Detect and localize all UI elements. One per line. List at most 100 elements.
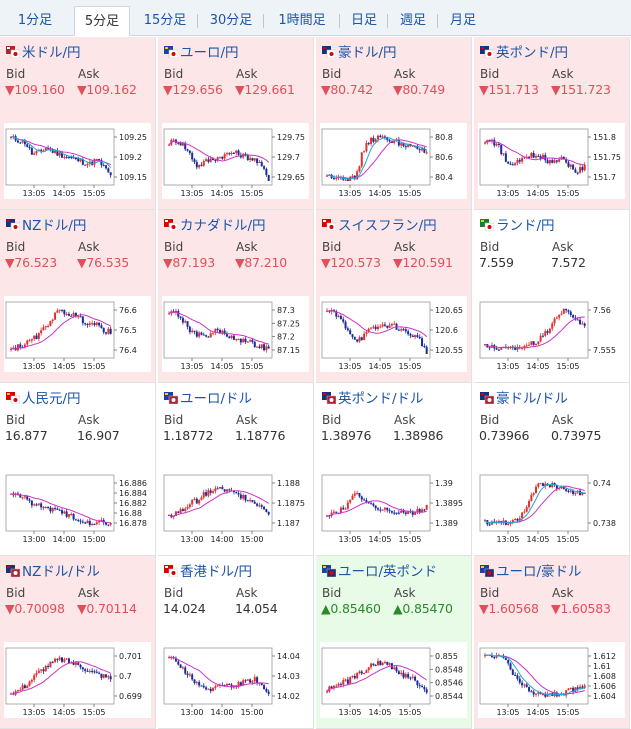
candle-body <box>541 335 544 337</box>
candle-body <box>537 692 540 694</box>
tab-separator <box>387 14 388 28</box>
candle-body <box>514 519 517 521</box>
pair-title-link[interactable]: 香港ドル/円 <box>164 563 252 581</box>
candle-body <box>351 676 354 678</box>
candle-body <box>532 341 535 345</box>
candle-body <box>16 140 19 143</box>
candle-body <box>418 509 421 513</box>
tab-5min[interactable]: 5分足 <box>74 6 130 36</box>
pair-title-link[interactable]: 人民元/円 <box>6 390 81 408</box>
pair-title-link[interactable]: ユーロ/英ポンド <box>322 563 437 581</box>
pair-title-link[interactable]: 豪ドル/円 <box>322 44 397 62</box>
bid-label: Bid <box>322 67 342 81</box>
tab-weekly[interactable]: 週足 <box>399 13 426 28</box>
candle-body <box>242 494 245 499</box>
candle-body <box>363 673 366 675</box>
candle-body <box>232 152 235 154</box>
x-tick-label: 14:05 <box>52 362 75 371</box>
price-chart[interactable]: 129.75 129.7 129.65 13:05 14:05 15:05 <box>162 123 309 199</box>
pair-title-link[interactable]: 米ドル/円 <box>6 44 81 62</box>
candle-body <box>228 336 231 338</box>
candle-body <box>79 316 82 318</box>
pair-title-link[interactable]: 英ポンド/ドル <box>322 390 424 408</box>
ask-price: ▼129.661 <box>235 82 295 97</box>
candle-body <box>388 663 391 665</box>
candle-body <box>407 511 410 514</box>
pair-title-link[interactable]: NZドル/ドル <box>6 563 100 581</box>
candle-body <box>195 682 198 684</box>
tab-1min[interactable]: 1分足 <box>17 13 53 28</box>
candle-body <box>525 345 528 347</box>
pair-title-link[interactable]: ランド/円 <box>480 217 555 235</box>
candle-body <box>244 494 247 501</box>
price-chart[interactable]: 16.886 16.884 16.882 16.88 16.878 13:00 14:00 1… <box>4 469 151 545</box>
eu-au-flag-icon <box>480 564 495 578</box>
x-tick-label: 15:05 <box>556 535 579 544</box>
pair-title-link[interactable]: スイスフラン/円 <box>322 217 437 235</box>
price-chart[interactable]: 151.8 151.75 151.7 13:05 14:05 15:05 <box>478 123 625 199</box>
candle-body <box>400 143 403 146</box>
candlestick-chart-svg: 14.04 14.03 14.02 13:00 14:00 15:00 <box>163 647 300 717</box>
candle-body <box>100 325 103 328</box>
pair-title-link[interactable]: ユーロ/円 <box>164 44 239 62</box>
price-chart[interactable]: 1.188 1.1875 1.187 13:00 14:00 15:00 <box>162 469 309 545</box>
pair-title-link[interactable]: NZドル/円 <box>6 217 86 235</box>
candle-body <box>49 320 52 326</box>
price-chart[interactable]: 1.39 1.3895 1.389 13:05 14:05 15:05 <box>320 469 467 545</box>
y-tick-label: 87.25 <box>277 319 300 328</box>
x-tick-label: 13:05 <box>22 189 45 198</box>
tab-15min[interactable]: 15分足 <box>143 13 187 28</box>
candle-body <box>200 685 203 687</box>
candle-body <box>253 677 256 682</box>
pair-title-link[interactable]: ユーロ/豪ドル <box>480 563 582 581</box>
tab-30min[interactable]: 30分足 <box>209 13 253 28</box>
candle-body <box>532 493 535 495</box>
candle-body <box>423 148 426 153</box>
candle-body <box>77 316 80 318</box>
candle-body <box>35 335 38 339</box>
tab-daily[interactable]: 日足 <box>350 13 377 28</box>
candle-body <box>79 520 82 522</box>
candle-body <box>253 158 256 161</box>
candle-body <box>26 144 29 147</box>
candle-body <box>33 675 36 680</box>
price-chart[interactable]: 7.56 7.555 13:05 14:05 15:05 <box>478 296 625 372</box>
ask-label: Ask <box>236 67 258 81</box>
candle-body <box>504 153 507 162</box>
candle-body <box>516 159 519 164</box>
candle-body <box>79 665 82 668</box>
candle-body <box>365 332 368 334</box>
candle-body <box>370 327 373 329</box>
price-chart[interactable]: 120.65 120.6 120.55 13:05 14:05 15:05 <box>320 296 467 372</box>
price-chart[interactable]: 14.04 14.03 14.02 13:00 14:00 15:00 <box>162 642 309 718</box>
au-jp-flag-icon <box>322 45 337 59</box>
price-chart[interactable]: 1.612 1.61 1.608 1.606 1.604 13:05 14:05 15:05 <box>478 642 625 718</box>
candle-body <box>386 137 389 140</box>
candle-body <box>195 498 198 504</box>
price-chart[interactable]: 80.8 80.6 80.4 13:05 14:05 15:05 <box>320 123 467 199</box>
candle-body <box>239 339 242 343</box>
x-tick-label: 14:05 <box>52 708 75 717</box>
candle-body <box>26 340 29 345</box>
price-chart[interactable]: 0.74 0.738 13:05 14:05 15:05 <box>478 469 625 545</box>
price-chart[interactable]: 0.701 0.7 0.699 13:05 14:05 15:05 <box>4 642 151 718</box>
tab-1hour[interactable]: 1時間足 <box>278 13 326 28</box>
y-tick-label: 80.8 <box>435 133 453 142</box>
candle-body <box>30 500 33 506</box>
bid-label: Bid <box>164 240 184 254</box>
pair-name: 豪ドル/円 <box>338 45 397 61</box>
price-chart[interactable]: 87.3 87.25 87.2 87.15 13:05 14:05 15:05 <box>162 296 309 372</box>
pair-title-link[interactable]: 豪ドル/ドル <box>480 390 568 408</box>
tab-monthly[interactable]: 月足 <box>449 13 476 28</box>
price-chart[interactable]: 76.6 76.5 76.4 13:05 14:05 15:05 <box>4 296 151 372</box>
price-chart[interactable]: 109.25 109.2 109.15 13:05 14:05 15:05 <box>4 123 151 199</box>
pair-title-link[interactable]: ユーロ/ドル <box>164 390 252 408</box>
candle-body <box>518 678 521 683</box>
pair-title-link[interactable]: 英ポンド/円 <box>480 44 568 62</box>
candle-body <box>488 524 491 526</box>
price-chart[interactable]: 0.855 0.8548 0.8546 0.8544 13:05 14:05 15:05 <box>320 642 467 718</box>
candle-body <box>530 152 533 158</box>
candle-body <box>58 309 61 311</box>
pair-title-link[interactable]: カナダドル/円 <box>164 217 266 235</box>
candle-body <box>214 488 217 492</box>
